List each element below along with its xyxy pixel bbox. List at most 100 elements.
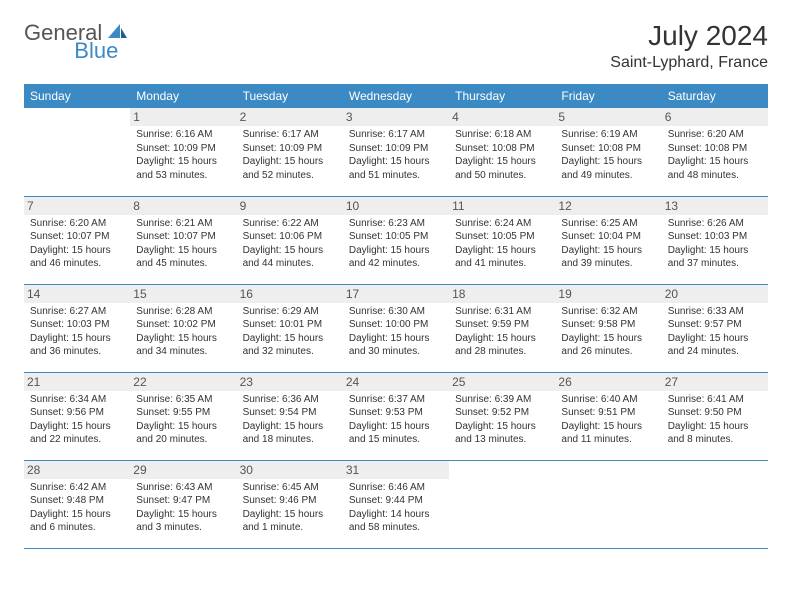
day-info-line: Sunset: 9:51 PM <box>561 406 655 420</box>
day-info-line: Sunrise: 6:45 AM <box>243 481 337 495</box>
calendar-day-cell: 24Sunrise: 6:37 AMSunset: 9:53 PMDayligh… <box>343 372 449 460</box>
day-info-line: Sunrise: 6:35 AM <box>136 393 230 407</box>
day-info-line: Daylight: 15 hours <box>136 155 230 169</box>
day-info-line: Sunset: 10:06 PM <box>243 230 337 244</box>
day-number: 27 <box>662 373 768 391</box>
calendar-day-cell: 23Sunrise: 6:36 AMSunset: 9:54 PMDayligh… <box>237 372 343 460</box>
day-info-line: Sunset: 10:04 PM <box>561 230 655 244</box>
day-number: 29 <box>130 461 236 479</box>
calendar-day-cell <box>24 108 130 196</box>
day-number: 9 <box>237 197 343 215</box>
day-info-line: Sunrise: 6:41 AM <box>668 393 762 407</box>
calendar-week-row: 28Sunrise: 6:42 AMSunset: 9:48 PMDayligh… <box>24 460 768 548</box>
day-info-line: and 34 minutes. <box>136 345 230 359</box>
day-info-line: Sunrise: 6:36 AM <box>243 393 337 407</box>
calendar-day-cell: 22Sunrise: 6:35 AMSunset: 9:55 PMDayligh… <box>130 372 236 460</box>
day-number: 5 <box>555 108 661 126</box>
day-number: 30 <box>237 461 343 479</box>
day-number: 18 <box>449 285 555 303</box>
day-info-line: Sunset: 10:08 PM <box>455 142 549 156</box>
calendar-day-cell: 7Sunrise: 6:20 AMSunset: 10:07 PMDayligh… <box>24 196 130 284</box>
day-info-line: Sunrise: 6:23 AM <box>349 217 443 231</box>
day-info-line: Sunset: 10:02 PM <box>136 318 230 332</box>
calendar-day-cell <box>449 460 555 548</box>
calendar-day-cell: 12Sunrise: 6:25 AMSunset: 10:04 PMDaylig… <box>555 196 661 284</box>
day-info-line: Sunset: 10:08 PM <box>561 142 655 156</box>
day-info-line: Sunset: 9:47 PM <box>136 494 230 508</box>
day-info-line: Daylight: 15 hours <box>243 508 337 522</box>
day-number: 22 <box>130 373 236 391</box>
day-info-line: Sunrise: 6:20 AM <box>668 128 762 142</box>
day-info-line: Sunset: 10:09 PM <box>136 142 230 156</box>
day-info-line: Sunset: 10:03 PM <box>30 318 124 332</box>
day-info-line: Sunset: 9:50 PM <box>668 406 762 420</box>
day-info-line: Daylight: 15 hours <box>349 420 443 434</box>
day-info-line: Sunrise: 6:16 AM <box>136 128 230 142</box>
day-info-line: Daylight: 15 hours <box>561 332 655 346</box>
day-info-line: and 22 minutes. <box>30 433 124 447</box>
weekday-header: Saturday <box>662 84 768 108</box>
day-info-line: Daylight: 15 hours <box>668 244 762 258</box>
day-number: 3 <box>343 108 449 126</box>
day-info-line: Sunset: 10:00 PM <box>349 318 443 332</box>
calendar-week-row: 21Sunrise: 6:34 AMSunset: 9:56 PMDayligh… <box>24 372 768 460</box>
day-number: 23 <box>237 373 343 391</box>
day-info-line: Sunrise: 6:20 AM <box>30 217 124 231</box>
day-info-line: Daylight: 15 hours <box>349 155 443 169</box>
day-number: 26 <box>555 373 661 391</box>
day-info-line: Sunset: 10:08 PM <box>668 142 762 156</box>
weekday-header-row: Sunday Monday Tuesday Wednesday Thursday… <box>24 84 768 108</box>
calendar-day-cell: 9Sunrise: 6:22 AMSunset: 10:06 PMDayligh… <box>237 196 343 284</box>
day-number: 19 <box>555 285 661 303</box>
calendar-day-cell: 16Sunrise: 6:29 AMSunset: 10:01 PMDaylig… <box>237 284 343 372</box>
day-info-line: Sunrise: 6:29 AM <box>243 305 337 319</box>
calendar-day-cell: 25Sunrise: 6:39 AMSunset: 9:52 PMDayligh… <box>449 372 555 460</box>
day-info-line: and 32 minutes. <box>243 345 337 359</box>
calendar-day-cell: 1 Sunrise: 6:16 AMSunset: 10:09 PMDayligh… <box>130 108 236 196</box>
day-info-line: and 26 minutes. <box>561 345 655 359</box>
calendar-day-cell: 14Sunrise: 6:27 AMSunset: 10:03 PMDaylig… <box>24 284 130 372</box>
day-number: 15 <box>130 285 236 303</box>
day-info-line: and 30 minutes. <box>349 345 443 359</box>
calendar-day-cell: 5Sunrise: 6:19 AMSunset: 10:08 PMDayligh… <box>555 108 661 196</box>
weekday-header: Monday <box>130 84 236 108</box>
calendar-day-cell: 29Sunrise: 6:43 AMSunset: 9:47 PMDayligh… <box>130 460 236 548</box>
day-info-line: Sunrise: 6:32 AM <box>561 305 655 319</box>
calendar-day-cell: 18Sunrise: 6:31 AMSunset: 9:59 PMDayligh… <box>449 284 555 372</box>
day-info-line: Sunrise: 6:17 AM <box>349 128 443 142</box>
day-info-line: and 49 minutes. <box>561 169 655 183</box>
day-info-line: Daylight: 15 hours <box>30 508 124 522</box>
day-info-line: and 42 minutes. <box>349 257 443 271</box>
day-info-line: Sunset: 9:54 PM <box>243 406 337 420</box>
calendar-day-cell: 31Sunrise: 6:46 AMSunset: 9:44 PMDayligh… <box>343 460 449 548</box>
day-info-line: and 8 minutes. <box>668 433 762 447</box>
day-info-line: and 45 minutes. <box>136 257 230 271</box>
calendar-day-cell: 30Sunrise: 6:45 AMSunset: 9:46 PMDayligh… <box>237 460 343 548</box>
day-info-line: Sunset: 9:48 PM <box>30 494 124 508</box>
day-info-line: and 1 minute. <box>243 521 337 535</box>
day-info-line: Sunrise: 6:17 AM <box>243 128 337 142</box>
day-info-line: Sunset: 9:57 PM <box>668 318 762 332</box>
day-info-line: and 53 minutes. <box>136 169 230 183</box>
day-info-line: and 18 minutes. <box>243 433 337 447</box>
day-number: 24 <box>343 373 449 391</box>
day-info-line: Sunset: 9:44 PM <box>349 494 443 508</box>
day-info-line: Daylight: 15 hours <box>455 244 549 258</box>
day-number: 13 <box>662 197 768 215</box>
day-info-line: Sunrise: 6:21 AM <box>136 217 230 231</box>
calendar-table: Sunday Monday Tuesday Wednesday Thursday… <box>24 84 768 549</box>
day-info-line: Daylight: 15 hours <box>561 244 655 258</box>
calendar-day-cell: 26Sunrise: 6:40 AMSunset: 9:51 PMDayligh… <box>555 372 661 460</box>
day-info-line: Daylight: 15 hours <box>243 155 337 169</box>
day-number: 1 <box>130 108 236 126</box>
day-info-line: and 51 minutes. <box>349 169 443 183</box>
day-info-line: Sunrise: 6:33 AM <box>668 305 762 319</box>
day-info-line: Sunrise: 6:39 AM <box>455 393 549 407</box>
day-info-line: Sunset: 9:56 PM <box>30 406 124 420</box>
day-number: 6 <box>662 108 768 126</box>
day-info-line: and 28 minutes. <box>455 345 549 359</box>
day-info-line: Sunset: 9:53 PM <box>349 406 443 420</box>
day-info-line: Sunrise: 6:28 AM <box>136 305 230 319</box>
day-info-line: Sunrise: 6:30 AM <box>349 305 443 319</box>
day-info-line: Daylight: 15 hours <box>30 244 124 258</box>
